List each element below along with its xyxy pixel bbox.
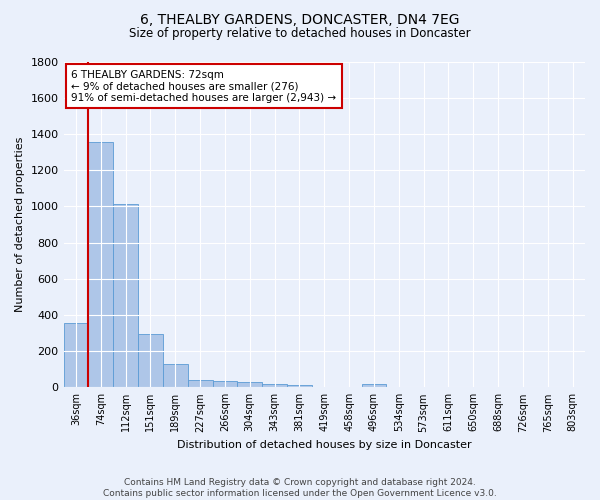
Bar: [362, 384, 386, 388]
Bar: [262, 384, 287, 388]
Text: Size of property relative to detached houses in Doncaster: Size of property relative to detached ho…: [129, 28, 471, 40]
Text: Contains HM Land Registry data © Crown copyright and database right 2024.
Contai: Contains HM Land Registry data © Crown c…: [103, 478, 497, 498]
Bar: [238, 382, 262, 388]
Bar: [113, 204, 138, 388]
Bar: [188, 380, 212, 388]
Text: 6 THEALBY GARDENS: 72sqm
← 9% of detached houses are smaller (276)
91% of semi-d: 6 THEALBY GARDENS: 72sqm ← 9% of detache…: [71, 70, 337, 103]
Bar: [287, 384, 312, 388]
Bar: [88, 142, 113, 388]
Bar: [138, 334, 163, 388]
Bar: [64, 323, 88, 388]
Y-axis label: Number of detached properties: Number of detached properties: [15, 136, 25, 312]
Bar: [163, 364, 188, 388]
Text: 6, THEALBY GARDENS, DONCASTER, DN4 7EG: 6, THEALBY GARDENS, DONCASTER, DN4 7EG: [140, 12, 460, 26]
Bar: [212, 381, 238, 388]
X-axis label: Distribution of detached houses by size in Doncaster: Distribution of detached houses by size …: [177, 440, 472, 450]
